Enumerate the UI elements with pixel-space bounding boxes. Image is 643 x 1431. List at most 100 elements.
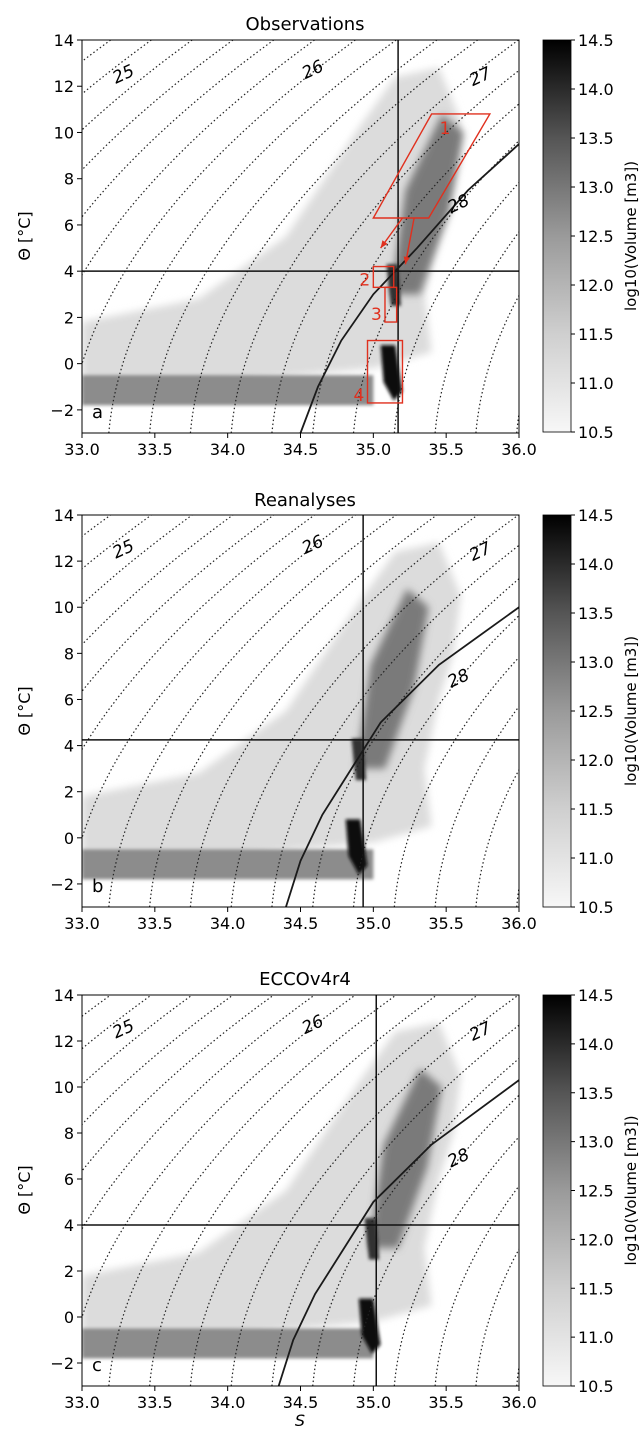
colorbar-tick-label: 14.5	[578, 986, 614, 1005]
y-tick-label: 2	[64, 1262, 74, 1281]
colorbar-tick-label: 12.0	[578, 276, 614, 295]
volume-cloud-upper	[82, 542, 461, 873]
colorbar-tick-label: 12.5	[578, 227, 614, 246]
colorbar-label: log10(Volume [m3])	[622, 636, 640, 786]
colorbar-tick-label: 11.0	[578, 1328, 614, 1347]
region-4	[366, 339, 404, 404]
y-tick-label: −2	[50, 401, 74, 420]
y-tick-label: 4	[64, 1216, 74, 1235]
y-tick-label: 14	[54, 986, 74, 1005]
region-label: 1	[440, 119, 451, 139]
y-tick-label: 12	[54, 1032, 74, 1051]
y-tick-label: 0	[64, 355, 74, 374]
panel-a-title: Observations	[246, 14, 365, 35]
y-tick-label: 12	[54, 77, 74, 96]
region-arrow	[404, 217, 415, 265]
colorbar-tick-label: 12.0	[578, 1230, 614, 1249]
x-tick-label: 35.5	[428, 440, 464, 459]
volume-cloud-core	[368, 1068, 442, 1248]
colorbar-tick-label: 13.0	[578, 653, 614, 672]
panel-b-letter: b	[92, 876, 103, 897]
region-label: 2	[359, 270, 370, 290]
x-tick-label: 33.5	[137, 1393, 173, 1412]
x-tick-label: 36.0	[501, 440, 537, 459]
x-tick-label: 35.0	[356, 440, 392, 459]
volume-cloud-core	[355, 588, 429, 769]
x-tick-label: 33.0	[64, 1393, 100, 1412]
region-3	[384, 286, 398, 323]
x-tick-label: 33.5	[137, 914, 173, 933]
panel-c-ylabel: Θ [°C]	[15, 1165, 34, 1214]
isopycnal	[0, 40, 70, 433]
colorbar-tick-label: 14.0	[578, 555, 614, 574]
y-tick-label: 6	[64, 1170, 74, 1189]
colorbar-tick-label: 11.0	[578, 849, 614, 868]
x-tick-label: 36.0	[501, 1393, 537, 1412]
colorbar-tick-label: 13.5	[578, 604, 614, 623]
volume-band-bottom	[82, 849, 374, 880]
y-tick-label: 2	[64, 308, 74, 327]
x-tick-label: 36.0	[501, 914, 537, 933]
x-tick-label: 35.5	[428, 1393, 464, 1412]
y-tick-label: 4	[64, 737, 74, 756]
volume-max-bottom	[380, 345, 403, 401]
x-tick-label: 35.5	[428, 914, 464, 933]
x-tick-label: 34.0	[210, 440, 246, 459]
colorbar-tick-label: 11.5	[578, 1279, 614, 1298]
y-tick-label: 8	[64, 1124, 74, 1143]
x-tick-label: 34.5	[283, 1393, 319, 1412]
colorbar-tick-label: 12.0	[578, 751, 614, 770]
colorbar-tick-label: 14.0	[578, 80, 614, 99]
y-tick-label: −2	[50, 875, 74, 894]
x-tick-label: 34.5	[283, 914, 319, 933]
colorbar-tick-label: 11.0	[578, 374, 614, 393]
y-tick-label: 0	[64, 1308, 74, 1327]
volume-cloud-core	[390, 113, 464, 295]
x-tick-label: 34.0	[210, 914, 246, 933]
isopycnal-label: 28	[445, 1145, 473, 1172]
y-tick-label: 4	[64, 262, 74, 281]
volume-band-bottom	[82, 1328, 374, 1359]
isopycnal-label: 26	[299, 531, 327, 558]
colorbar-tick-label: 13.5	[578, 129, 614, 148]
isopycnal-label: 26	[299, 56, 327, 83]
y-tick-label: 10	[54, 1078, 74, 1097]
y-tick-label: −2	[50, 1354, 74, 1373]
x-tick-label: 34.5	[283, 440, 319, 459]
isopycnal-label: 28	[445, 665, 473, 692]
colorbar-label: log10(Volume [m3])	[622, 1115, 640, 1265]
isopycnal-label: 27	[466, 538, 494, 565]
y-tick-label: 12	[54, 552, 74, 571]
colorbar-tick-label: 13.0	[578, 1133, 614, 1152]
isopycnal-label: 25	[110, 536, 138, 563]
isopycnal-label: 26	[299, 1011, 327, 1038]
volume-max-bottom	[358, 1298, 381, 1354]
isopycnal-label: 25	[110, 1016, 138, 1043]
region-arrowhead	[403, 256, 410, 265]
colorbar-tick-label: 14.5	[578, 506, 614, 525]
panel-c-xlabel: S	[295, 1411, 305, 1430]
region-label: 3	[371, 305, 382, 325]
colorbar	[542, 994, 572, 1387]
solid-curve	[285, 606, 519, 907]
colorbar-tick-label: 10.5	[578, 898, 614, 917]
panel-c-letter: c	[92, 1355, 102, 1376]
solid-curve	[299, 143, 519, 433]
isopycnal	[0, 995, 70, 1386]
y-tick-label: 6	[64, 216, 74, 235]
colorbar-tick-label: 11.5	[578, 800, 614, 819]
colorbar	[542, 514, 572, 908]
x-tick-label: 34.0	[210, 1393, 246, 1412]
volume-cloud-upper	[82, 1022, 461, 1352]
colorbar-tick-label: 13.5	[578, 1084, 614, 1103]
solid-curve	[277, 1079, 519, 1386]
colorbar-tick-label: 14.0	[578, 1035, 614, 1054]
y-tick-label: 14	[54, 31, 74, 50]
region-2	[372, 265, 395, 289]
x-tick-label: 33.0	[64, 440, 100, 459]
isopycnal-label: 25	[110, 61, 138, 88]
